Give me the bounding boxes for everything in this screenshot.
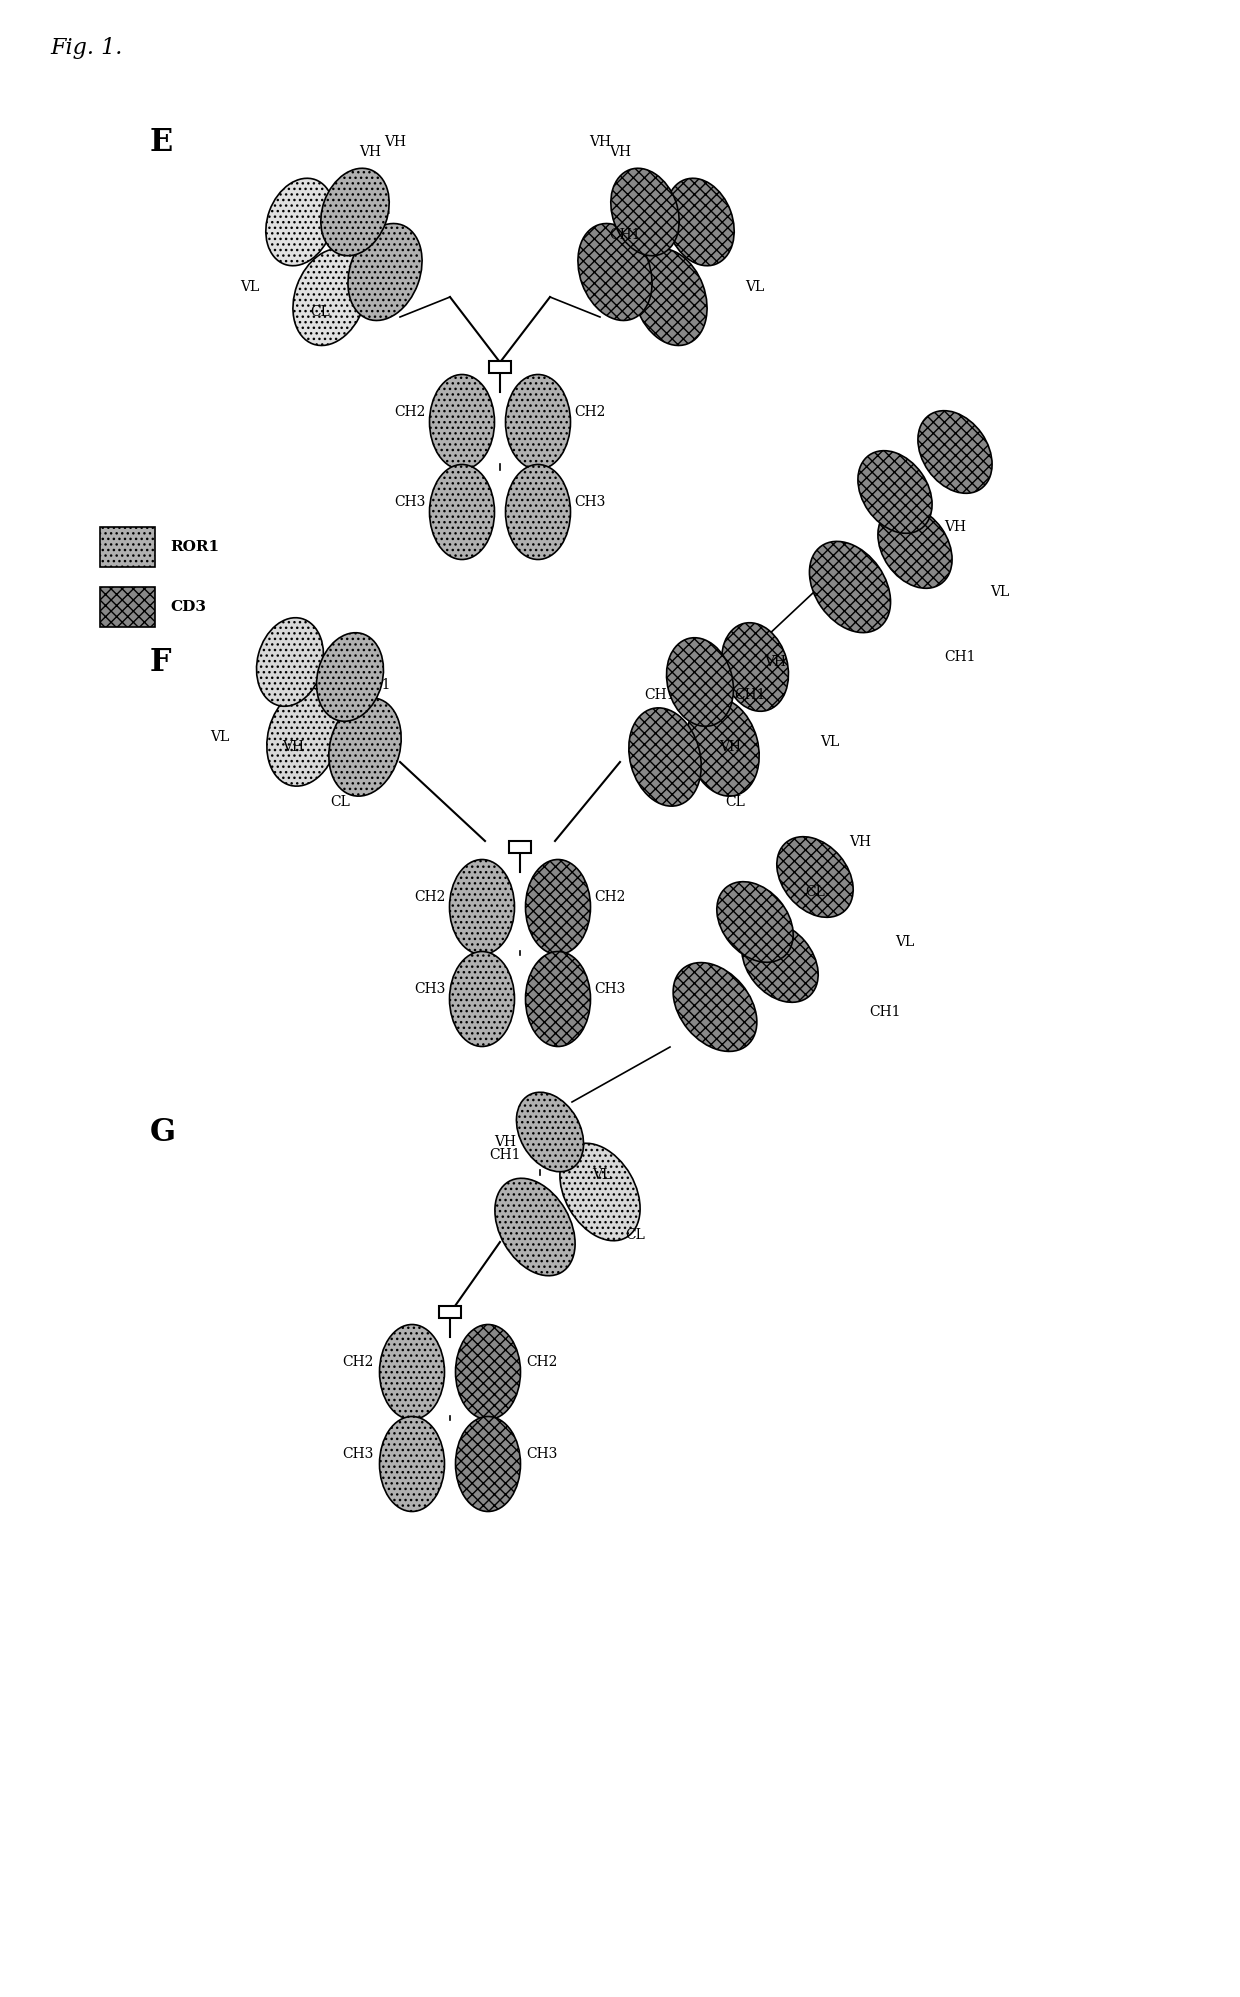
Ellipse shape [316, 633, 383, 721]
Ellipse shape [329, 697, 402, 797]
Text: VL: VL [821, 735, 839, 749]
Ellipse shape [666, 178, 734, 266]
Ellipse shape [379, 1416, 444, 1512]
FancyBboxPatch shape [100, 527, 155, 567]
Ellipse shape [742, 923, 818, 1002]
Text: VL: VL [991, 585, 1009, 599]
Ellipse shape [506, 375, 570, 469]
Ellipse shape [516, 1092, 584, 1172]
Ellipse shape [629, 707, 701, 807]
Text: CH3: CH3 [594, 983, 626, 997]
FancyBboxPatch shape [489, 361, 511, 373]
Ellipse shape [449, 951, 515, 1046]
Text: ROR1: ROR1 [170, 539, 219, 553]
Text: VH: VH [849, 835, 870, 849]
Text: G: G [150, 1116, 176, 1148]
Text: CH1: CH1 [360, 679, 391, 693]
Ellipse shape [293, 248, 367, 345]
Text: CH2: CH2 [594, 891, 626, 905]
Text: VH: VH [589, 136, 611, 150]
Ellipse shape [455, 1324, 521, 1420]
Ellipse shape [379, 1324, 444, 1420]
Ellipse shape [560, 1142, 640, 1240]
Ellipse shape [267, 687, 340, 787]
Text: VH: VH [944, 519, 966, 533]
Text: VL: VL [745, 280, 765, 294]
Text: CL: CL [370, 204, 389, 218]
Text: VL: VL [895, 935, 915, 949]
Text: CD3: CD3 [170, 599, 206, 613]
Ellipse shape [611, 168, 680, 256]
Text: CH1: CH1 [645, 689, 676, 703]
Text: F: F [150, 647, 171, 679]
Text: VH: VH [764, 655, 786, 669]
FancyBboxPatch shape [439, 1306, 461, 1318]
Text: VH: VH [719, 741, 742, 755]
Text: CL: CL [310, 306, 330, 320]
Text: CH2: CH2 [574, 405, 605, 419]
Ellipse shape [257, 617, 324, 707]
Ellipse shape [632, 248, 707, 345]
Text: CL: CL [660, 210, 680, 224]
Text: VH: VH [360, 146, 381, 160]
Ellipse shape [321, 168, 389, 256]
Ellipse shape [429, 465, 495, 559]
FancyBboxPatch shape [508, 841, 531, 853]
FancyBboxPatch shape [100, 587, 155, 627]
Ellipse shape [810, 541, 890, 633]
Ellipse shape [526, 951, 590, 1046]
Text: CL: CL [805, 885, 825, 899]
Text: CH2: CH2 [394, 405, 425, 419]
Ellipse shape [878, 505, 952, 589]
Text: CH3: CH3 [526, 1448, 558, 1462]
Ellipse shape [687, 697, 759, 797]
Ellipse shape [776, 837, 853, 917]
Ellipse shape [858, 451, 932, 533]
Text: VL: VL [593, 1168, 611, 1182]
Text: CH1: CH1 [734, 689, 766, 703]
Text: VL: VL [211, 731, 229, 745]
Text: CH1: CH1 [869, 1004, 900, 1018]
Text: VH: VH [609, 146, 631, 160]
Text: VL: VL [241, 280, 259, 294]
Text: CL: CL [625, 1228, 645, 1242]
Ellipse shape [495, 1178, 575, 1276]
Ellipse shape [918, 411, 992, 493]
Text: CH1: CH1 [609, 228, 641, 242]
Ellipse shape [722, 623, 789, 711]
Text: VH: VH [384, 136, 405, 150]
Text: CH3: CH3 [574, 495, 605, 509]
Ellipse shape [717, 883, 794, 963]
Ellipse shape [455, 1416, 521, 1512]
Text: CH1: CH1 [614, 204, 646, 218]
Text: CL: CL [330, 795, 350, 809]
Text: CH2: CH2 [414, 891, 445, 905]
Text: CH3: CH3 [342, 1448, 373, 1462]
Ellipse shape [673, 963, 756, 1052]
Text: VH: VH [281, 741, 304, 755]
Text: CH3: CH3 [394, 495, 425, 509]
Ellipse shape [578, 224, 652, 320]
Text: Fig. 1.: Fig. 1. [50, 38, 123, 60]
Text: VH: VH [494, 1134, 516, 1148]
Ellipse shape [506, 465, 570, 559]
Ellipse shape [429, 375, 495, 469]
Text: CH1: CH1 [490, 1148, 521, 1162]
Text: CL: CL [725, 795, 745, 809]
Text: CH3: CH3 [414, 983, 445, 997]
Text: CH1: CH1 [944, 649, 976, 663]
Ellipse shape [449, 859, 515, 955]
Text: E: E [150, 128, 174, 158]
Ellipse shape [667, 637, 734, 727]
Ellipse shape [348, 224, 422, 320]
Text: CH2: CH2 [342, 1356, 373, 1370]
Text: CH2: CH2 [526, 1356, 558, 1370]
Ellipse shape [526, 859, 590, 955]
Ellipse shape [265, 178, 335, 266]
